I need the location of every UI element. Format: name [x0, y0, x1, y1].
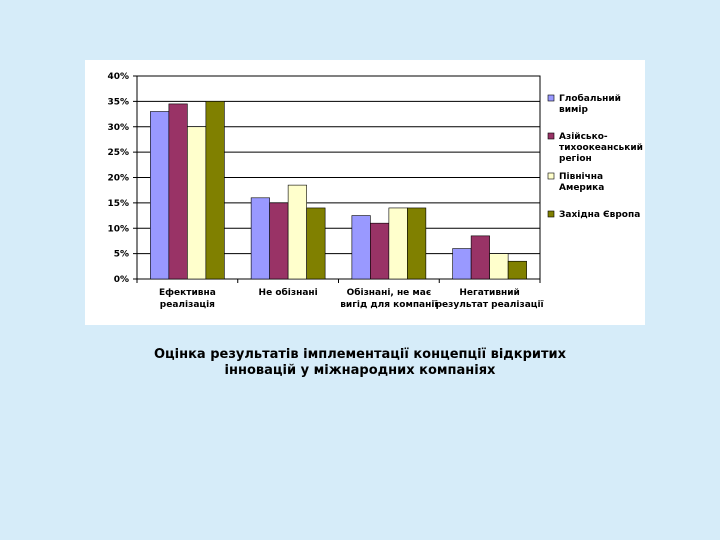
y-tick-label: 40%	[107, 72, 129, 82]
bar	[370, 222, 390, 280]
legend-label: Америка	[559, 183, 604, 193]
legend-label: вимір	[559, 104, 588, 115]
legend-label: Глобальний	[559, 93, 621, 104]
caption-line-2: інновацій у міжнародних компаніях	[224, 363, 496, 378]
caption-line-1: Оцінка результатів імплементації концепц…	[153, 347, 567, 362]
y-tick-label: 25%	[107, 148, 129, 158]
legend-swatch	[547, 210, 555, 218]
category-label: реалізація	[160, 299, 215, 310]
legend-label: Північна	[559, 171, 603, 182]
y-tick-label: 30%	[107, 123, 129, 133]
bar	[150, 111, 170, 280]
y-tick-label: 15%	[107, 199, 129, 209]
bar	[306, 207, 326, 280]
legend-label: регіон	[559, 153, 592, 164]
category-label: Негативний	[459, 288, 519, 298]
category-label: результат реалізації	[436, 299, 544, 310]
bar	[407, 207, 427, 280]
bar	[452, 248, 472, 280]
bar	[168, 103, 188, 280]
legend-label: тихоокеанський	[559, 143, 643, 153]
legend-swatch	[547, 94, 555, 102]
bar	[250, 197, 270, 280]
y-tick-label: 0%	[114, 275, 129, 285]
category-label: Обізнані, не має	[347, 287, 432, 298]
bar	[205, 101, 225, 280]
bar	[388, 207, 408, 280]
bar	[187, 126, 207, 280]
bars	[150, 101, 527, 280]
bar	[470, 235, 490, 280]
y-tick-label: 10%	[107, 224, 129, 234]
bar	[351, 215, 371, 280]
bar	[489, 253, 509, 280]
legend-label: Азійсько-	[559, 131, 608, 142]
bar	[287, 184, 307, 280]
category-label: вигід для компанії	[340, 299, 437, 310]
y-tick-label: 35%	[107, 97, 129, 107]
legend-label: Західна Європа	[559, 209, 640, 220]
category-label: Ефективна	[159, 288, 216, 298]
bar	[269, 202, 289, 280]
y-tick-label: 20%	[107, 174, 129, 184]
category-label: Не обізнані	[259, 287, 318, 298]
y-axis-ticks: 0% 5% 10% 15% 20% 25% 30% 35% 40%	[107, 72, 137, 285]
bar	[507, 260, 527, 280]
y-tick-label: 5%	[114, 250, 129, 260]
chart-caption: Оцінка результатів імплементації концепц…	[110, 347, 610, 379]
legend-swatch	[547, 172, 555, 180]
legend-swatch	[547, 132, 555, 140]
